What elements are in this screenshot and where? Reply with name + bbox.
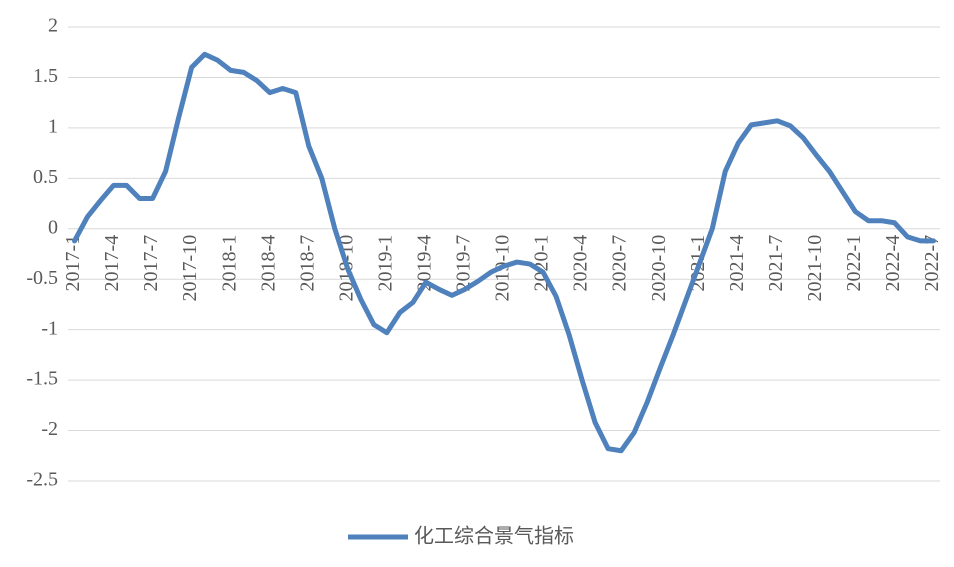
y-tick-label: -2.5: [26, 469, 58, 491]
x-tick-label: 2022-4: [882, 235, 904, 292]
y-tick-label: -1.5: [26, 368, 58, 390]
y-tick-label: 1.5: [33, 65, 58, 87]
y-tick-label: 0: [48, 216, 58, 238]
x-tick-label: 2020-4: [570, 235, 592, 292]
line-series: [72, 51, 936, 454]
x-tick-label: 2018-1: [218, 235, 240, 292]
y-tick-label: -1: [41, 317, 58, 339]
y-tick-label: -0.5: [26, 267, 58, 289]
y-tick-label: 1: [48, 115, 58, 137]
x-tick-label: 2019-7: [453, 235, 475, 292]
y-tick-label: 2: [48, 15, 58, 37]
x-tick-label: 2021-4: [726, 235, 748, 292]
legend-label: 化工综合景气指标: [414, 524, 574, 548]
y-tick-label: -2: [41, 418, 58, 440]
x-tick-label: 2022-7: [921, 235, 943, 292]
x-tick-label: 2018-4: [257, 235, 279, 292]
x-tick-label: 2020-10: [648, 235, 670, 302]
y-tick-label: 0.5: [33, 166, 58, 188]
x-tick-label: 2017-7: [140, 235, 162, 292]
x-tick-label: 2021-7: [765, 235, 787, 292]
x-tick-label: 2017-1: [62, 235, 84, 292]
x-tick-label: 2018-7: [296, 235, 318, 292]
x-tick-label: 2017-10: [179, 235, 201, 302]
x-tick-label: 2019-4: [414, 235, 436, 292]
x-tick-label: 2021-10: [804, 235, 826, 302]
x-tick-label: 2017-4: [101, 235, 123, 292]
x-tick-label: 2022-1: [843, 235, 865, 292]
x-tick-label: 2019-1: [374, 235, 396, 292]
x-tick-label: 2020-7: [609, 235, 631, 292]
